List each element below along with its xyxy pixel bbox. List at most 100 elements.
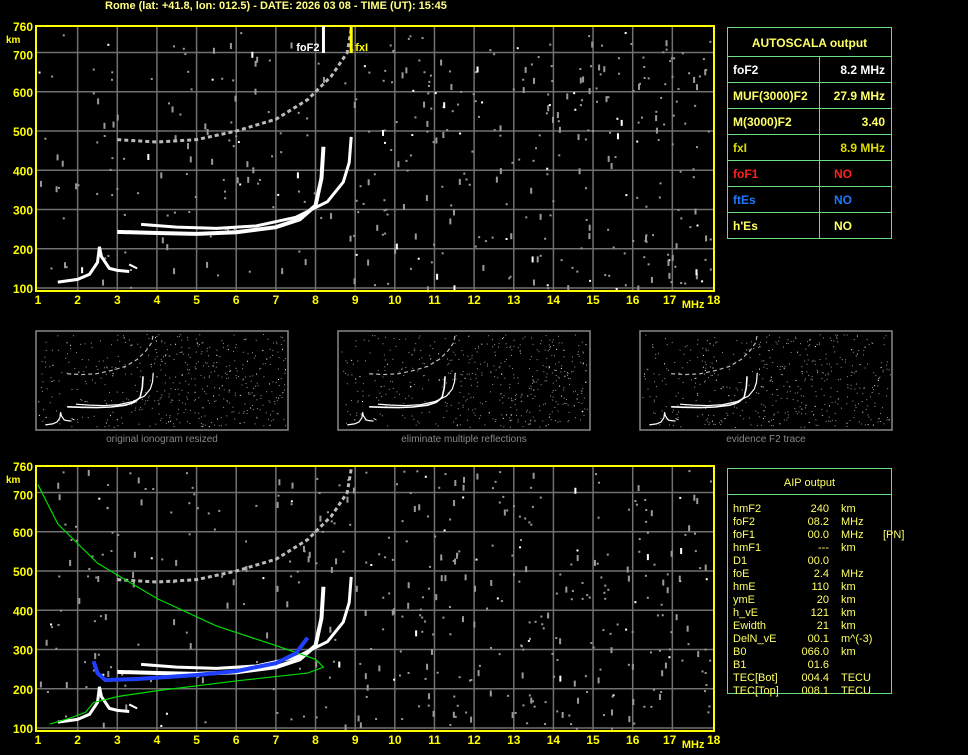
noise-dot [825, 358, 827, 360]
noise-dot [853, 338, 855, 340]
noise-dot [202, 426, 204, 428]
noise-dot [677, 209, 680, 212]
noise-dot [374, 380, 376, 382]
noise-dot [857, 350, 859, 352]
noise-dot [457, 408, 459, 410]
noise-dot [174, 135, 177, 142]
noise-dot [275, 396, 277, 398]
noise-dot [121, 422, 123, 424]
noise-dot [246, 413, 248, 415]
noise-dot [510, 345, 512, 347]
noise-dot [708, 414, 710, 416]
noise-dot [826, 410, 828, 412]
ionogram-thumbnail [639, 330, 893, 431]
noise-dot [585, 381, 587, 383]
noise-dot [544, 237, 547, 240]
noise-dot [45, 639, 48, 646]
noise-dot [206, 385, 208, 387]
noise-dot [188, 347, 190, 349]
noise-dot [560, 367, 562, 369]
noise-dot [151, 363, 153, 365]
x-trace [679, 372, 758, 407]
noise-dot [813, 414, 815, 416]
noise-dot [168, 421, 170, 423]
aip-cell: 121 [810, 607, 829, 619]
noise-dot [707, 418, 709, 420]
noise-dot [267, 338, 269, 340]
noise-dot [529, 411, 531, 413]
noise-dot [214, 387, 216, 389]
noise-dot [769, 357, 771, 359]
noise-dot [161, 340, 163, 342]
noise-dot [555, 380, 557, 382]
noise-dot [349, 235, 352, 242]
noise-dot [402, 361, 404, 363]
noise-dot [272, 410, 274, 412]
noise-dot [459, 392, 461, 394]
noise-dot [415, 630, 418, 637]
noise-dot [458, 676, 461, 679]
noise-dot [758, 416, 760, 418]
noise-dot [695, 400, 697, 402]
noise-dot [357, 715, 360, 722]
noise-dot [595, 87, 598, 90]
noise-dot [583, 414, 585, 416]
noise-dot [154, 362, 156, 364]
aip-cell: 004.4 [801, 672, 829, 684]
aip-cell: B1 [733, 659, 747, 671]
noise-dot [218, 509, 221, 512]
noise-dot [503, 395, 505, 397]
noise-dot [206, 362, 208, 364]
noise-dot [680, 217, 683, 220]
noise-dot [391, 609, 394, 616]
noise-dot [801, 408, 803, 410]
noise-dot [99, 340, 101, 342]
noise-dot [88, 567, 91, 570]
noise-dot [488, 412, 490, 414]
noise-dot [704, 381, 706, 383]
noise-dot [797, 386, 799, 388]
noise-dot [111, 531, 114, 534]
noise-dot [589, 279, 592, 282]
noise-dot [342, 550, 345, 553]
noise-dot [555, 389, 557, 391]
noise-dot [711, 374, 713, 376]
noise-dot [506, 346, 508, 348]
noise-dot [39, 180, 42, 187]
noise-dot [161, 360, 163, 362]
noise-dot [549, 339, 551, 341]
noise-dot [424, 620, 427, 623]
noise-dot [824, 403, 826, 405]
noise-dot [160, 172, 163, 179]
noise-dot [486, 363, 488, 365]
noise-dot [786, 397, 788, 399]
noise-dot [413, 418, 415, 420]
noise-dot [468, 373, 470, 375]
noise-dot [821, 414, 823, 416]
noise-dot [665, 383, 667, 385]
noise-dot [690, 349, 692, 351]
noise-dot [557, 410, 559, 412]
noise-dot [790, 351, 792, 353]
noise-dot [800, 395, 802, 397]
noise-dot [220, 417, 222, 419]
noise-dot [226, 602, 229, 609]
noise-dot [886, 361, 888, 363]
noise-dot [226, 373, 228, 375]
noise-dot [316, 477, 319, 480]
noise-dot [510, 406, 512, 408]
noise-dot [643, 705, 646, 708]
noise-dot [266, 632, 269, 639]
noise-dot [290, 575, 293, 578]
noise-dot [687, 643, 690, 646]
noise-dot [767, 421, 769, 423]
noise-dot [505, 334, 507, 336]
noise-dot [808, 345, 810, 347]
noise-dot [229, 43, 232, 50]
noise-dot [682, 381, 684, 383]
noise-dot [71, 426, 73, 428]
noise-dot [587, 129, 590, 132]
noise-dot [136, 390, 138, 392]
noise-dot [450, 404, 452, 406]
noise-dot [775, 400, 777, 402]
